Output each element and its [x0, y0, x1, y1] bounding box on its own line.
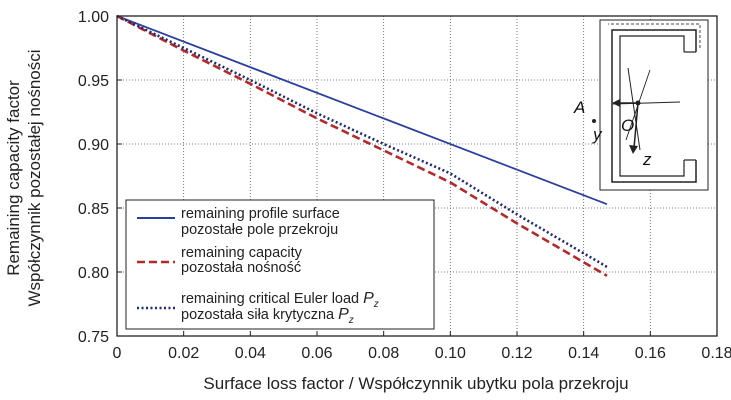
- legend-label-euler-1: remaining critical Euler load Pz: [181, 290, 379, 310]
- legend-label-capacity-1: remaining capacity: [181, 245, 303, 261]
- inset-centroid-point: [635, 100, 641, 106]
- legend-label-surface-1: remaining profile surface: [181, 206, 340, 222]
- legend-label-surface-2: pozostałe pole przekroju: [181, 222, 338, 238]
- y-tick-label: 0.80: [78, 265, 109, 282]
- plot-frame: [116, 15, 718, 337]
- x-tick-label: 0.08: [368, 345, 399, 362]
- y-tick-label: 1.00: [78, 9, 109, 26]
- y-axis-label-line1: Remaining capacity factor: [4, 80, 23, 276]
- inset-y-arrowhead: [612, 99, 620, 107]
- series-line-dotted: [116, 14, 608, 269]
- ticks: 0 0.02 0.04 0.06 0.08 0.10 0.12 0.14 0.16 0.18 0.7…: [78, 9, 731, 362]
- inset-diagram: A O y z: [573, 19, 709, 191]
- x-tick-label: 0.10: [435, 345, 466, 362]
- inset-z-axis-line: [627, 67, 641, 151]
- legend-label-euler-2-symbol: P: [338, 306, 349, 323]
- inset-z-arrowhead: [629, 145, 638, 154]
- corrosion-outline: [608, 23, 701, 48]
- inset-label-z: z: [642, 150, 652, 169]
- x-axis-label: Surface loss factor / Współczynnik ubytk…: [203, 374, 628, 393]
- legend-label-euler-1-symbol: P: [363, 290, 374, 307]
- inset-z-arrow: [633, 102, 639, 149]
- legend: remaining profile surface pozostałe pole…: [125, 199, 435, 330]
- series-line-dashed: [116, 14, 608, 277]
- y-tick-label: 0.75: [78, 329, 109, 346]
- legend-label-euler-2-text: pozostała siła krytyczna: [181, 307, 335, 323]
- x-tick-label: 0.06: [301, 345, 332, 362]
- channel-section-outer: [611, 29, 697, 183]
- inset-point-a: [592, 119, 596, 123]
- legend-label-euler-1-sub: z: [373, 299, 379, 310]
- x-tick-label: 0.02: [168, 345, 199, 362]
- y-tick-label: 0.95: [78, 73, 109, 90]
- inset-label-o: O: [621, 116, 634, 135]
- legend-box: [125, 199, 435, 330]
- legend-label-euler-2: pozostała siła krytyczna Pz: [181, 306, 354, 326]
- inset-label-y: y: [592, 125, 603, 144]
- x-tick-label: 0.16: [635, 345, 666, 362]
- series-line-solid: [116, 15, 608, 206]
- legend-label-euler-2-sub: z: [348, 315, 354, 326]
- y-tick-label: 0.85: [78, 201, 109, 218]
- y-axis-label-line2: Współczynnik pozostałej nośności: [25, 49, 44, 306]
- x-tick-label: 0.04: [235, 345, 266, 362]
- x-tick-label: 0.14: [568, 345, 599, 362]
- x-tick-label: 0: [113, 345, 122, 362]
- series-layer: [116, 14, 608, 277]
- x-tick-label: 0.18: [701, 345, 731, 362]
- y-tick-label: 0.90: [78, 137, 109, 154]
- legend-label-capacity-2: pozostała nośność: [181, 260, 301, 276]
- inset-label-a: A: [573, 98, 585, 117]
- x-tick-label: 0.12: [501, 345, 532, 362]
- legend-label-euler-1-text: remaining critical Euler load: [181, 291, 359, 307]
